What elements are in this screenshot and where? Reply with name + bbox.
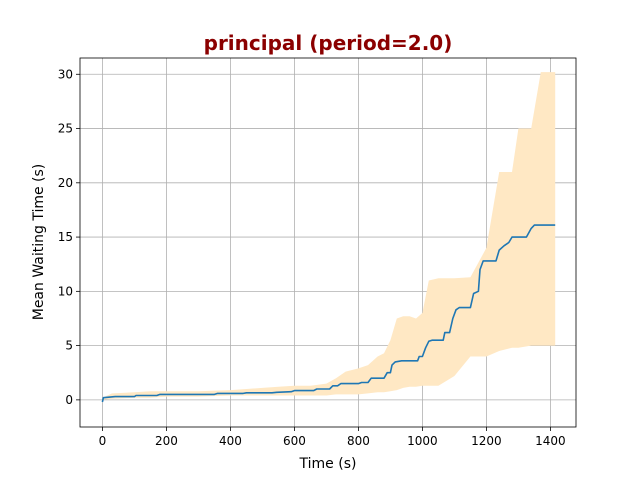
x-tick-label: 0 [99, 434, 107, 448]
chart-title: principal (period=2.0) [204, 31, 453, 55]
y-tick-label: 30 [58, 67, 73, 81]
x-axis-label: Time (s) [299, 456, 357, 472]
ticks: 0 200 400 600 800 1000 1200 1400 0 5 10 15 20 25 30 [58, 67, 566, 448]
y-tick-label: 20 [58, 176, 73, 190]
confidence-band [102, 72, 556, 400]
x-tick-label: 1400 [535, 434, 566, 448]
x-tick-label: 1200 [471, 434, 502, 448]
y-axis-label: Mean Waiting Time (s) [31, 164, 47, 321]
plot-frame [79, 57, 577, 428]
y-tick-label: 5 [65, 339, 73, 353]
band-layer [102, 72, 556, 400]
x-tick-label: 1000 [407, 434, 438, 448]
y-tick-label: 10 [58, 284, 73, 298]
x-tick-label: 800 [347, 434, 370, 448]
y-tick-label: 25 [58, 122, 73, 136]
mean-waiting-time-line [101, 224, 556, 403]
grid [80, 58, 576, 427]
x-tick-label: 400 [219, 434, 242, 448]
x-tick-label: 200 [155, 434, 178, 448]
y-tick-label: 15 [58, 230, 73, 244]
line-layer [101, 224, 556, 403]
y-tick-label: 0 [65, 393, 73, 407]
x-tick-label: 600 [283, 434, 306, 448]
